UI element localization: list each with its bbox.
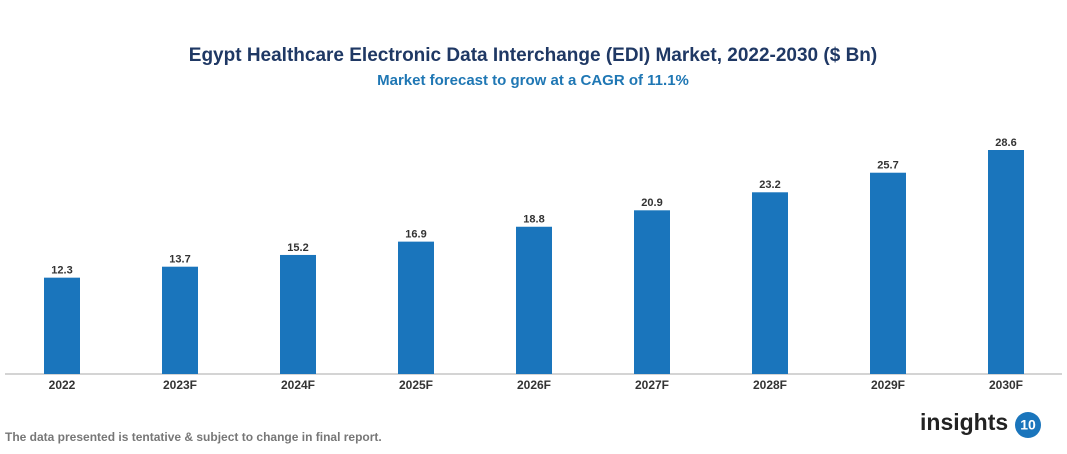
value-label: 23.2 bbox=[759, 179, 780, 191]
value-label: 13.7 bbox=[169, 254, 190, 266]
bar bbox=[752, 192, 788, 374]
logo-badge: 10 bbox=[1020, 417, 1036, 433]
x-tick-label: 2024F bbox=[281, 378, 315, 392]
value-label: 20.9 bbox=[641, 197, 662, 209]
logo-badge-circle bbox=[1015, 412, 1041, 438]
x-tick-label: 2023F bbox=[163, 378, 197, 392]
bar bbox=[988, 150, 1024, 374]
bar bbox=[398, 241, 434, 374]
logo: insights 10 bbox=[920, 409, 1041, 438]
x-tick-label: 2022 bbox=[49, 378, 76, 392]
bar bbox=[162, 266, 198, 374]
chart-subtitle: Market forecast to grow at a CAGR of 11.… bbox=[377, 72, 689, 89]
value-label: 12.3 bbox=[51, 265, 72, 277]
bar bbox=[870, 172, 906, 374]
bar bbox=[516, 226, 552, 374]
x-tick-label: 2026F bbox=[517, 378, 551, 392]
x-tick-label: 2029F bbox=[871, 378, 905, 392]
bar bbox=[44, 277, 80, 374]
bar bbox=[280, 254, 316, 374]
logo-text: insights bbox=[920, 409, 1008, 435]
bar bbox=[634, 210, 670, 374]
x-tick-label: 2028F bbox=[753, 378, 787, 392]
value-label: 18.8 bbox=[523, 214, 544, 226]
footnote: The data presented is tentative & subjec… bbox=[5, 430, 382, 444]
value-label: 25.7 bbox=[877, 160, 898, 172]
value-label: 28.6 bbox=[995, 137, 1016, 149]
x-tick-label: 2030F bbox=[989, 378, 1023, 392]
x-tick-label: 2025F bbox=[399, 378, 433, 392]
value-label: 15.2 bbox=[287, 242, 308, 254]
value-label: 16.9 bbox=[405, 229, 426, 241]
x-tick-label: 2027F bbox=[635, 378, 669, 392]
chart-title: Egypt Healthcare Electronic Data Interch… bbox=[189, 45, 877, 66]
